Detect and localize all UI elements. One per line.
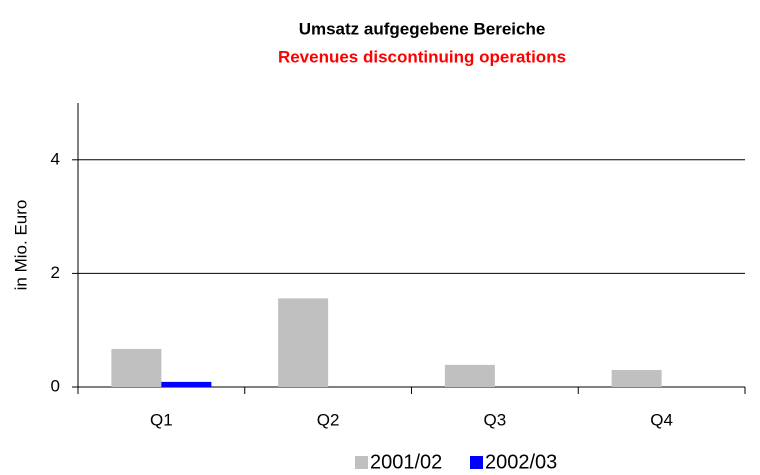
- bar: [611, 369, 662, 387]
- x-tick-label: Q3: [484, 410, 507, 429]
- bar: [111, 348, 162, 387]
- bar: [161, 381, 212, 387]
- x-tick-label: Q2: [317, 410, 340, 429]
- legend-swatch: [470, 456, 483, 469]
- legend-swatch: [355, 456, 368, 469]
- chart-title: Umsatz aufgegebene Bereiche: [299, 19, 546, 38]
- legend-label: 2001/02: [370, 451, 442, 473]
- bar: [444, 364, 495, 387]
- chart-subtitle: Revenues discontinuing operations: [278, 47, 566, 66]
- y-tick-label: 2: [51, 263, 60, 282]
- y-tick-label: 4: [51, 149, 60, 168]
- y-axis-label: in Mio. Euro: [11, 200, 30, 291]
- bar: [278, 298, 329, 387]
- y-tick-label: 0: [51, 376, 60, 395]
- legend-label: 2002/03: [485, 451, 557, 473]
- x-tick-label: Q1: [150, 410, 173, 429]
- x-tick-label: Q4: [650, 410, 673, 429]
